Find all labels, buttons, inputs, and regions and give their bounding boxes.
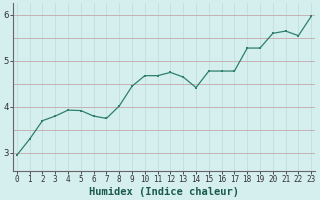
X-axis label: Humidex (Indice chaleur): Humidex (Indice chaleur) [89, 186, 239, 197]
